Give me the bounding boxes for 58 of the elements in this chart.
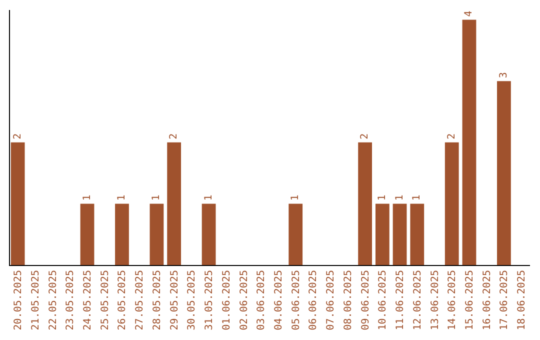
data-label: 1 (394, 194, 406, 201)
bar (202, 204, 216, 265)
data-label: 4 (464, 10, 475, 17)
x-tick-label: 08.06.2025 (342, 270, 354, 330)
x-tick-label: 02.06.2025 (238, 270, 250, 330)
bar (497, 81, 511, 265)
data-label: 2 (168, 133, 180, 140)
x-tick-label: 24.05.2025 (82, 270, 94, 330)
x-tick-label: 23.05.2025 (65, 270, 76, 330)
data-label: 2 (360, 133, 371, 140)
bar (392, 204, 407, 265)
x-tick-label: 29.05.2025 (169, 270, 180, 330)
x-tick-label: 17.06.2025 (499, 270, 510, 330)
bar (80, 204, 94, 265)
x-tick-label: 04.06.2025 (274, 270, 284, 330)
x-tick-label: 28.05.2025 (152, 270, 163, 330)
bar (358, 142, 372, 265)
data-label: 1 (116, 194, 128, 201)
data-label: 2 (12, 133, 24, 140)
x-tick-label: 22.05.2025 (48, 270, 59, 330)
bar (150, 204, 164, 265)
bar (167, 142, 182, 265)
data-label: 1 (376, 194, 388, 201)
bar (115, 204, 129, 265)
x-tick-label: 30.05.2025 (186, 270, 198, 330)
data-label: 1 (151, 194, 162, 201)
bar (288, 204, 303, 265)
x-tick-label: 20.05.2025 (13, 270, 24, 330)
x-tick-label: 21.05.2025 (30, 270, 42, 330)
x-tick-label: 01.06.2025 (221, 270, 232, 330)
x-tick-label: 07.06.2025 (326, 270, 337, 330)
x-tick-label: 05.06.2025 (290, 270, 302, 330)
data-label: 1 (290, 194, 302, 201)
x-tick-label: 26.05.2025 (117, 270, 128, 330)
data-label: 2 (446, 133, 458, 140)
x-tick-label: 03.06.2025 (256, 270, 268, 330)
x-tick-label: 18.06.2025 (516, 270, 528, 330)
bar (375, 204, 390, 265)
data-label: 3 (498, 72, 510, 78)
bar (462, 20, 476, 265)
x-tick-label: 16.06.2025 (482, 270, 493, 330)
x-tick-label: 15.06.2025 (464, 270, 476, 330)
x-tick-label: 11.06.2025 (395, 270, 406, 330)
x-tick-label: 06.06.2025 (308, 270, 320, 330)
x-tick-label: 25.05.2025 (100, 270, 111, 330)
x-tick-label: 27.05.2025 (134, 270, 146, 330)
data-label: 1 (412, 194, 423, 201)
x-tick-label: 12.06.2025 (412, 270, 424, 330)
x-tick-label: 09.06.2025 (360, 270, 372, 330)
x-tick-label: 14.06.2025 (447, 270, 458, 330)
x-tick-label: 10.06.2025 (378, 270, 389, 330)
x-tick-label: 13.06.2025 (430, 270, 441, 330)
bar (410, 204, 424, 265)
data-label: 1 (82, 194, 93, 201)
x-tick-label: 31.05.2025 (204, 270, 216, 330)
data-label: 1 (203, 194, 214, 201)
bar (444, 142, 459, 265)
bar (10, 142, 25, 265)
